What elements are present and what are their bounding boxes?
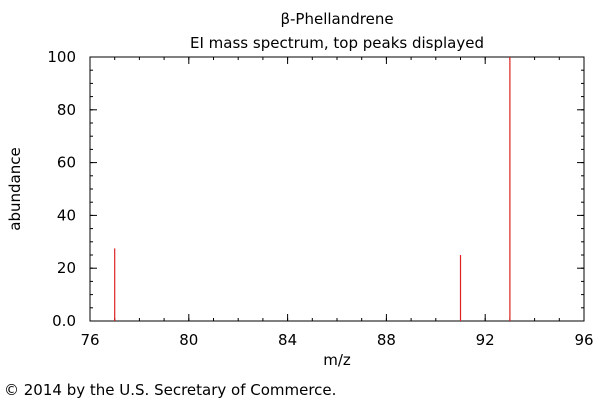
y-tick-label: 100: [47, 48, 76, 66]
y-tick-label: 60: [57, 154, 76, 172]
peaks: [114, 57, 511, 321]
chart-subtitle: EI mass spectrum, top peaks displayed: [190, 34, 484, 52]
x-tick-label: 88: [377, 331, 396, 349]
y-tick-label: 80: [57, 101, 76, 119]
x-tick-label: 80: [179, 331, 198, 349]
y-axis-label: abundance: [6, 147, 24, 230]
x-tick-label: 76: [80, 331, 99, 349]
x-tick-label: 84: [278, 331, 297, 349]
x-axis-ticks: 76 80 84 88 92 96: [80, 57, 594, 349]
x-axis-label: m/z: [323, 351, 351, 369]
x-tick-label: 92: [476, 331, 495, 349]
y-tick-label: 40: [57, 206, 76, 224]
x-tick-label: 96: [574, 331, 593, 349]
copyright-notice: © 2014 by the U.S. Secretary of Commerce…: [4, 381, 336, 399]
y-axis-ticks: 0.0 20 40 60 80 100: [47, 48, 584, 330]
chart-title: β-Phellandrene: [280, 10, 393, 28]
y-tick-label: 20: [57, 259, 76, 277]
y-tick-label: 0.0: [52, 312, 76, 330]
